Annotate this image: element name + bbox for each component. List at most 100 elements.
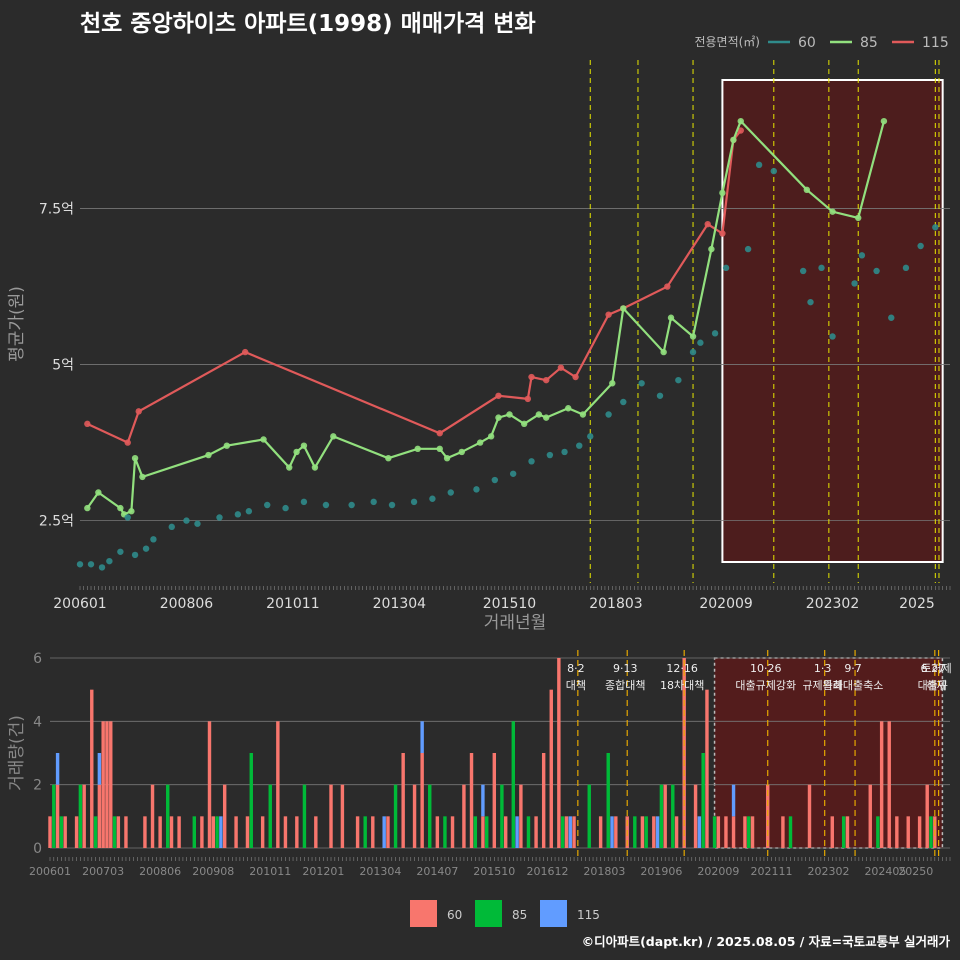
x-tick-label: 200806: [139, 865, 181, 878]
x-tick-label: 202302: [807, 865, 849, 878]
bar-85: [78, 784, 83, 848]
bar-60: [245, 816, 250, 848]
bar-85: [633, 816, 637, 848]
bar-60: [917, 816, 922, 848]
data-point-60: [87, 561, 95, 568]
data-point-60: [150, 536, 157, 543]
annotation-label: 9·13: [613, 662, 638, 675]
bar-60: [82, 784, 86, 848]
bar-60: [652, 816, 656, 848]
bar-85: [929, 816, 933, 848]
bar-60: [731, 816, 736, 848]
data-point-60: [106, 557, 113, 565]
bar-85: [249, 753, 253, 848]
data-point-85: [667, 314, 675, 321]
data-point-60: [711, 330, 719, 337]
data-point-115: [524, 395, 532, 403]
data-point-60: [546, 451, 554, 459]
x-tick-label: 202111: [751, 865, 793, 878]
bar-115: [697, 816, 702, 848]
data-point-60: [807, 298, 814, 306]
bar-60: [868, 784, 872, 848]
x-tick-label: 200703: [82, 865, 124, 878]
data-point-60: [348, 501, 355, 509]
annotation-label: 12·16: [666, 662, 698, 675]
data-point-60: [168, 523, 175, 531]
x-tick-label: 202009: [697, 865, 739, 878]
data-point-60: [473, 486, 480, 493]
y-axis-title: 거래량(건): [7, 715, 27, 791]
data-point-60: [410, 498, 418, 506]
annotation-label: 9·7: [844, 662, 862, 675]
bar-85: [841, 816, 846, 848]
bar-60: [101, 721, 105, 848]
annotation-label: 종합대책: [605, 679, 645, 692]
bar-60: [169, 816, 174, 848]
bar-60: [401, 753, 405, 848]
data-point-60: [388, 501, 396, 509]
annotation-label: 규제완화: [802, 679, 842, 692]
data-point-60: [917, 242, 924, 250]
bar-85: [52, 784, 56, 848]
bar-60: [598, 816, 603, 848]
data-point-85: [579, 411, 587, 418]
bar-85: [526, 816, 531, 848]
data-point-85: [487, 433, 495, 440]
data-point-115: [605, 311, 612, 318]
annotation-label: 18차대책: [660, 679, 704, 692]
data-point-60: [245, 508, 253, 515]
bar-115: [382, 816, 386, 848]
bar-60: [481, 816, 485, 848]
bar-60: [830, 816, 834, 848]
data-point-60: [932, 224, 939, 231]
legend-title: 전용면적(㎡): [694, 35, 760, 49]
data-point-60: [234, 511, 242, 518]
y-tick-label: 2: [33, 778, 42, 794]
data-point-60: [888, 314, 895, 321]
bar-60: [420, 753, 424, 848]
data-point-60: [638, 380, 645, 387]
data-point-115: [84, 420, 91, 428]
y-tick-label: 2.5억: [39, 514, 74, 530]
annotation-label: 대책: [566, 679, 586, 692]
bar-85: [659, 784, 664, 848]
data-point-85: [128, 508, 135, 515]
x-tick-label: 202009: [699, 596, 752, 612]
bar-60: [222, 784, 227, 848]
data-point-85: [293, 448, 300, 456]
x-tick-label: 201803: [583, 865, 625, 878]
bar-60: [549, 689, 553, 848]
data-point-115: [124, 439, 131, 446]
data-point-85: [708, 245, 715, 253]
data-point-60: [770, 167, 777, 175]
bar-60: [371, 816, 375, 848]
bar-60: [879, 721, 884, 848]
bar-60: [572, 816, 576, 848]
data-point-60: [491, 476, 499, 484]
data-point-115: [737, 127, 744, 134]
data-point-115: [135, 408, 142, 415]
bar-60: [462, 784, 466, 848]
data-point-85: [476, 439, 484, 446]
data-point-60: [587, 433, 594, 440]
bar-60: [663, 784, 667, 848]
bar-60: [150, 784, 155, 848]
bar-60: [74, 816, 79, 848]
data-point-60: [300, 498, 308, 506]
bar-60: [295, 816, 299, 848]
x-tick-label: 201407: [416, 865, 458, 878]
bar-60: [534, 816, 538, 848]
bar-60: [557, 658, 561, 848]
data-point-115: [664, 283, 671, 290]
bar-60: [48, 816, 52, 848]
bar-115: [55, 753, 60, 785]
x-tick-label: 201201: [302, 865, 344, 878]
y-tick-label: 0: [33, 841, 42, 857]
bar-60: [211, 816, 215, 848]
data-point-85: [803, 186, 811, 194]
bar-85: [428, 784, 432, 848]
bar-115: [97, 753, 102, 785]
bar-115: [420, 721, 424, 753]
data-point-85: [95, 489, 102, 496]
data-point-85: [495, 414, 502, 421]
